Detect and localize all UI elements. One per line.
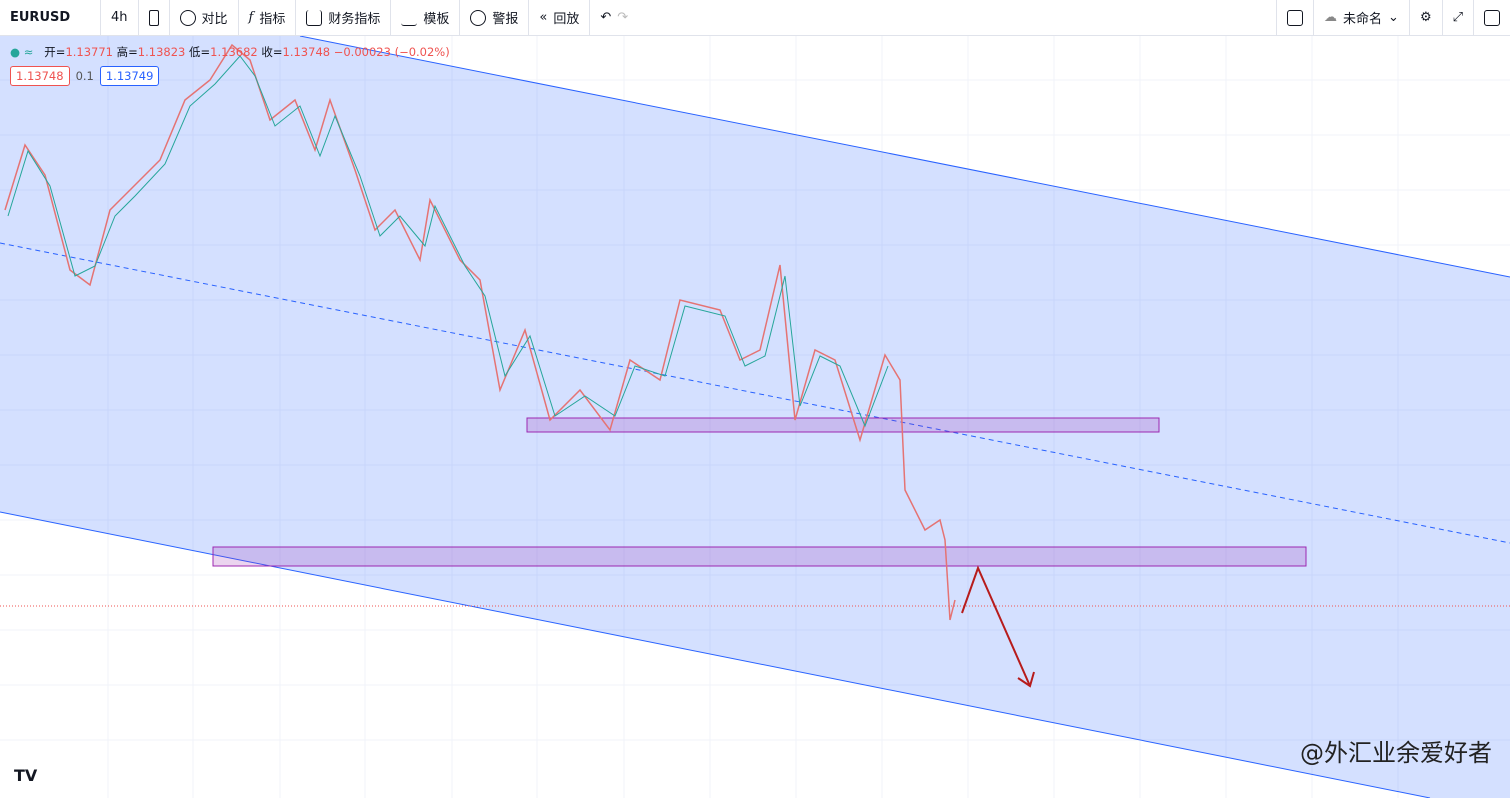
close: 1.13748: [282, 45, 331, 59]
high-label: 高=: [116, 45, 138, 59]
chart-canvas: TV: [0, 36, 1510, 798]
price-path-up: [7, 55, 889, 428]
layout-label: 未命名: [1343, 12, 1383, 27]
snapshot-button[interactable]: [1474, 0, 1510, 35]
open-label: 开=: [44, 45, 66, 59]
indicators-label: 指标: [259, 12, 286, 27]
toolbar: EURUSD 4h 对比 f 指标 财务指标 模板 警报 «回放 ↶ ↷ ☁ 未命名 ⌄…: [0, 0, 1510, 36]
chart-style[interactable]: [139, 0, 170, 35]
undo-redo[interactable]: ↶ ↷: [600, 10, 629, 25]
interval[interactable]: 4h: [101, 0, 139, 35]
symbol[interactable]: EURUSD: [0, 0, 101, 35]
quote-row: 1.13748 0.1 1.13749: [10, 66, 450, 86]
zone-lower: [212, 546, 1307, 567]
compare-label: 对比: [201, 12, 228, 27]
channel-mid: [0, 242, 1510, 544]
tv-logo: TV: [14, 766, 38, 785]
financials-label: 财务指标: [328, 12, 381, 27]
channel-fill: [0, 36, 1510, 798]
open: 1.13771: [65, 45, 113, 59]
alerts-button[interactable]: 警报: [460, 0, 530, 35]
financials-button[interactable]: 财务指标: [296, 0, 392, 35]
replay-button[interactable]: «回放: [529, 0, 591, 35]
replay-label: 回放: [553, 12, 580, 27]
zone-upper: [526, 417, 1160, 433]
fullscreen-box[interactable]: [1276, 0, 1315, 35]
low-label: 低=: [189, 45, 211, 59]
change: −0.00023 (−0.02%): [333, 45, 450, 59]
alerts-label: 警报: [492, 12, 519, 27]
indicators-button[interactable]: f 指标: [239, 0, 297, 35]
arrow-head: [1017, 671, 1035, 688]
spread: 0.1: [75, 69, 94, 83]
compare-button[interactable]: 对比: [170, 0, 239, 35]
settings-button[interactable]: ⚙: [1410, 0, 1443, 35]
grid: [0, 36, 1510, 798]
templates-label: 模板: [423, 12, 450, 27]
price-path: [4, 43, 956, 621]
watermark: @外汇业余爱好者: [1300, 739, 1492, 767]
high: 1.13823: [137, 45, 186, 59]
ohlc-row: ● ≈ 开=1.13771 高=1.13823 低=1.13682 收=1.13…: [10, 45, 450, 59]
ask[interactable]: 1.13749: [99, 66, 160, 86]
bid[interactable]: 1.13748: [10, 66, 70, 86]
forecast-arrow: [961, 565, 1031, 687]
channel-lower: [0, 511, 1431, 798]
channel-upper: [299, 36, 1510, 278]
legend: ● ≈ 开=1.13771 高=1.13823 低=1.13682 收=1.13…: [10, 44, 450, 86]
layout-button[interactable]: ☁ 未命名 ⌄: [1314, 0, 1410, 35]
expand-button[interactable]: ⤢: [1443, 0, 1474, 35]
templates-button[interactable]: 模板: [391, 0, 461, 35]
low: 1.13682: [210, 45, 258, 59]
close-label: 收=: [261, 45, 283, 59]
